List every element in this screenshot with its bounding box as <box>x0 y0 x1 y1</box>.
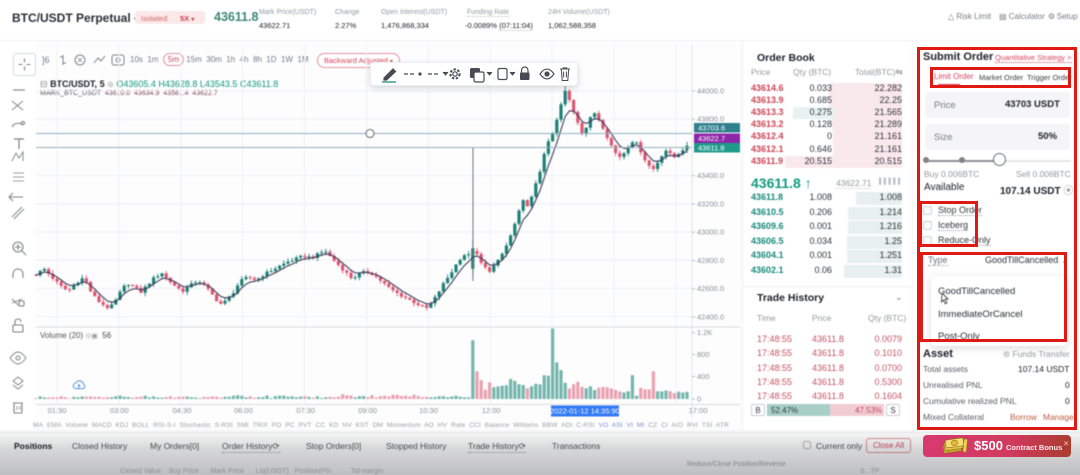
svg-text:07:30: 07:30 <box>296 406 315 415</box>
svg-text:42800.0: 42800.0 <box>697 256 724 265</box>
svg-text:800: 800 <box>697 350 710 359</box>
svg-text:0: 0 <box>697 395 701 404</box>
svg-text:09:00: 09:00 <box>358 406 377 415</box>
svg-text:03:00: 03:00 <box>110 406 129 415</box>
svg-text:44000.0: 44000.0 <box>697 87 724 96</box>
svg-text:43800.0: 43800.0 <box>697 115 724 124</box>
svg-text:06:00: 06:00 <box>234 406 253 415</box>
svg-text:17:00: 17:00 <box>689 406 708 415</box>
svg-text:43200.0: 43200.0 <box>697 200 724 209</box>
svg-text:43000.0: 43000.0 <box>697 228 724 237</box>
svg-text:43622.7: 43622.7 <box>698 134 725 143</box>
svg-text:400: 400 <box>697 372 710 381</box>
svg-text:43400.0: 43400.0 <box>697 171 724 180</box>
svg-text:10:30: 10:30 <box>419 406 438 415</box>
svg-text:12:00: 12:00 <box>482 406 501 415</box>
svg-text:1.2K: 1.2K <box>697 328 712 337</box>
svg-text:42400.0: 42400.0 <box>697 313 724 322</box>
svg-text:43703.6: 43703.6 <box>698 124 725 133</box>
svg-text:01:30: 01:30 <box>48 406 67 415</box>
svg-text:42600.0: 42600.0 <box>697 284 724 293</box>
svg-text:04:30: 04:30 <box>173 406 192 415</box>
svg-text:2022-01-12 14:35:90: 2022-01-12 14:35:90 <box>550 407 620 416</box>
svg-text:43611.8: 43611.8 <box>698 144 725 153</box>
